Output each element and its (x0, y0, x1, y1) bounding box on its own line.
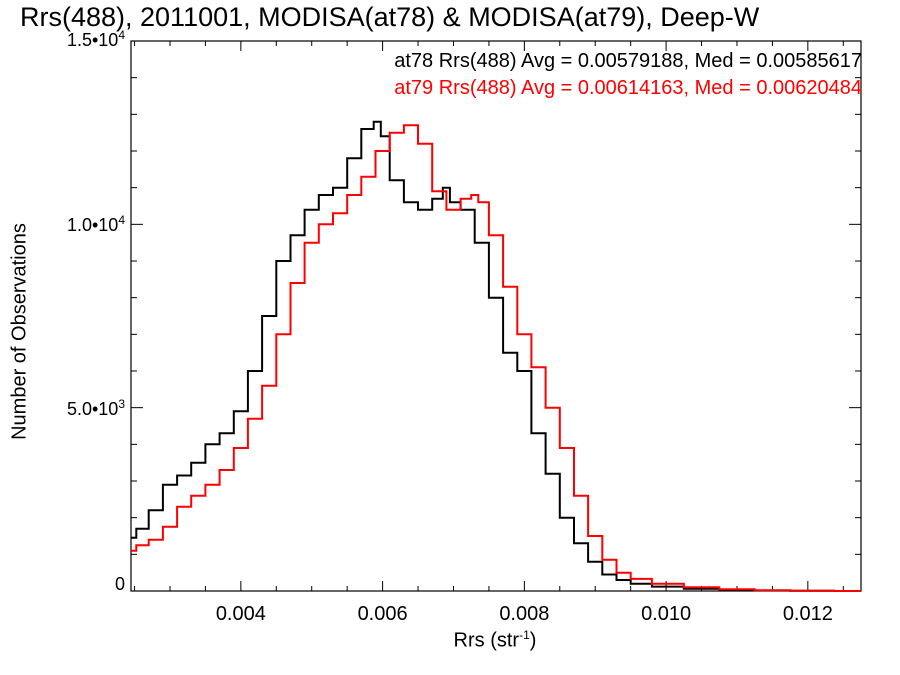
x-tick-label: 0.006 (343, 603, 423, 626)
x-axis-label-close: ) (530, 630, 537, 652)
x-tick-label: 0.010 (626, 603, 706, 626)
x-tick-label: 0.012 (768, 603, 848, 626)
x-axis-label-exponent: -1 (519, 628, 530, 642)
y-tick-label: 1.5•104 (15, 28, 125, 51)
plot-frame (131, 41, 861, 591)
legend-entry-at78: at78 Rrs(488) Avg = 0.00579188, Med = 0.… (394, 50, 862, 73)
x-axis-label: Rrs (str-1) (0, 628, 900, 653)
x-axis-label-text: Rrs (str (454, 630, 520, 652)
y-tick-label: 1.0•104 (15, 213, 125, 236)
series-line-at78 (131, 122, 861, 591)
x-tick-label: 0.008 (484, 603, 564, 626)
chart-title: Rrs(488), 2011001, MODISA(at78) & MODISA… (20, 2, 759, 33)
legend-entry-at79: at79 Rrs(488) Avg = 0.00614163, Med = 0.… (394, 77, 862, 100)
series-line-at79 (131, 125, 861, 591)
y-tick-label: 5.0•103 (15, 397, 125, 420)
y-tick-label: 0 (15, 574, 125, 595)
x-tick-label: 0.004 (201, 603, 281, 626)
